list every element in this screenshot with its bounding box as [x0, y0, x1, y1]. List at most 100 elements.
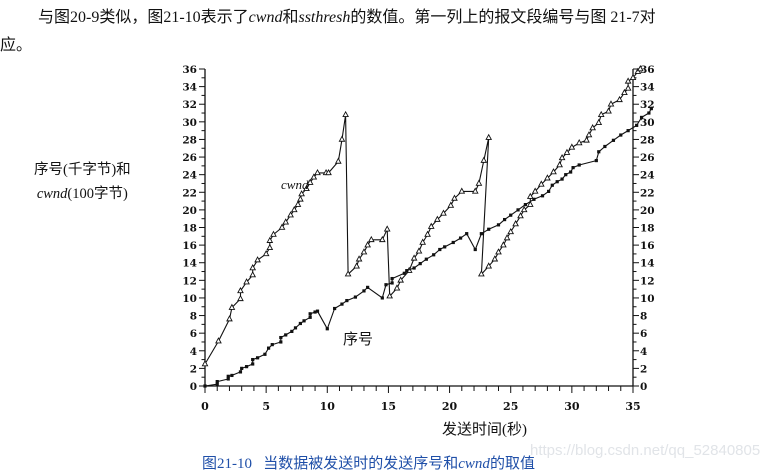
- square-marker: [308, 315, 312, 319]
- y-tick-label-right: 14: [640, 258, 655, 270]
- series-group: [201, 65, 653, 388]
- triangle-marker: [550, 168, 557, 175]
- square-marker: [547, 189, 551, 193]
- square-marker: [509, 213, 513, 217]
- y-tick-label-right: 12: [640, 275, 655, 287]
- triangle-marker: [383, 225, 391, 232]
- square-marker: [438, 247, 442, 252]
- y-tick-label-left: 4: [190, 346, 197, 358]
- square-marker: [402, 271, 406, 275]
- triangle-marker: [342, 110, 349, 118]
- square-marker: [516, 208, 520, 212]
- y-tick-label-right: 8: [640, 311, 647, 323]
- triangle-marker: [447, 201, 455, 208]
- y-tick-label-right: 22: [640, 187, 655, 199]
- triangle-marker: [589, 124, 597, 131]
- x-tick-label: 25: [503, 400, 518, 413]
- triangle-marker: [624, 77, 632, 84]
- intro-ssthresh: ssthresh: [298, 9, 351, 26]
- triangle-marker: [344, 270, 352, 277]
- square-marker: [649, 107, 653, 111]
- y-tick-label-left: 12: [182, 275, 197, 287]
- triangle-marker: [201, 360, 209, 367]
- y-tick-label-right: 24: [640, 170, 655, 182]
- square-marker: [251, 357, 255, 362]
- triangle-marker: [544, 174, 551, 181]
- triangle-marker: [624, 84, 632, 91]
- square-marker: [313, 310, 317, 314]
- square-marker: [503, 217, 507, 222]
- y-tick-label-left: 22: [182, 187, 197, 199]
- triangle-marker: [310, 173, 318, 180]
- triangle-marker: [367, 235, 375, 243]
- watermark: https://blog.csdn.net/qq_52840805: [530, 442, 761, 459]
- square-marker: [293, 326, 298, 330]
- square-marker: [315, 309, 320, 313]
- triangle-marker: [297, 195, 304, 202]
- triangle-marker: [597, 110, 605, 118]
- square-marker: [458, 236, 463, 240]
- y-tick-label-left: 18: [182, 223, 197, 235]
- y-tick-label-right: 4: [640, 346, 647, 358]
- square-marker: [639, 115, 644, 120]
- y-axis-label-line-1: 序号(千字节)和: [34, 162, 131, 178]
- square-marker: [647, 111, 651, 115]
- triangle-marker: [397, 276, 405, 283]
- y-tick-label-left: 24: [182, 170, 197, 182]
- square-marker: [244, 365, 249, 369]
- triangle-marker: [585, 131, 593, 138]
- triangle-marker: [568, 143, 576, 150]
- triangle-marker: [228, 303, 236, 310]
- square-marker: [366, 285, 370, 289]
- triangle-marker: [287, 211, 294, 218]
- square-marker: [479, 232, 483, 236]
- square-marker: [279, 335, 283, 340]
- square-marker: [284, 333, 288, 337]
- square-marker: [432, 253, 436, 257]
- triangle-marker: [451, 194, 458, 201]
- square-marker: [308, 312, 312, 316]
- triangle-marker: [575, 139, 583, 146]
- triangle-marker: [243, 278, 250, 285]
- y-axis-label-unit: (100字节): [67, 186, 128, 202]
- triangle-marker: [480, 156, 488, 163]
- triangle-marker: [424, 230, 431, 237]
- triangle-marker: [537, 180, 545, 187]
- triangle-marker: [556, 161, 563, 168]
- triangle-marker: [583, 136, 590, 143]
- y-tick-label-left: 6: [190, 328, 197, 340]
- square-marker: [560, 177, 564, 181]
- square-marker: [362, 289, 366, 293]
- triangle-marker: [415, 247, 423, 254]
- square-marker: [240, 366, 244, 370]
- x-tick-label: 10: [320, 400, 336, 413]
- triangle-marker: [237, 294, 244, 302]
- triangle-marker: [558, 153, 566, 161]
- triangle-marker: [491, 255, 499, 262]
- triangle-marker: [266, 236, 274, 243]
- triangle-marker: [353, 262, 360, 269]
- triangle-marker: [325, 168, 332, 176]
- triangle-marker: [393, 284, 401, 291]
- square-marker: [380, 296, 384, 300]
- triangle-marker: [605, 107, 612, 114]
- triangle-marker: [290, 205, 298, 213]
- triangle-marker: [338, 135, 346, 142]
- triangle-marker: [471, 187, 479, 194]
- square-marker: [496, 223, 501, 227]
- y-tick-label-left: 32: [182, 99, 197, 111]
- y-axis-label-cwnd: cwnd: [36, 186, 68, 202]
- triangle-marker: [433, 215, 441, 222]
- triangle-marker: [237, 286, 244, 294]
- caption-text: 的取值: [489, 456, 535, 472]
- square-marker: [532, 197, 536, 201]
- y-tick-label-left: 26: [182, 152, 197, 164]
- y-tick-label-left: 34: [182, 82, 197, 94]
- square-marker: [226, 374, 230, 378]
- triangle-marker: [334, 157, 342, 164]
- square-marker: [279, 340, 283, 344]
- square-marker: [473, 247, 477, 252]
- triangle-marker: [475, 179, 483, 186]
- intro-line-2: 应。: [0, 37, 33, 54]
